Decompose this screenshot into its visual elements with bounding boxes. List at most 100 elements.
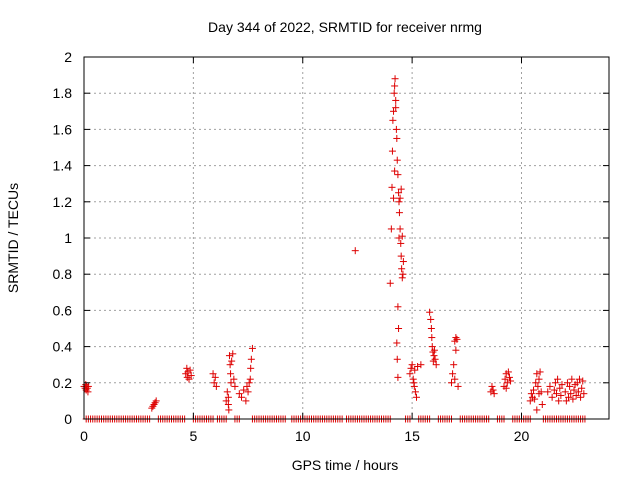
data-point xyxy=(389,116,397,124)
data-point xyxy=(551,379,559,387)
data-point xyxy=(397,239,405,247)
y-tick-label: 0.8 xyxy=(53,266,73,282)
data-point xyxy=(390,107,398,115)
data-point xyxy=(228,357,236,365)
data-point xyxy=(396,194,404,202)
data-point xyxy=(449,370,457,378)
data-point xyxy=(554,375,562,383)
data-point xyxy=(212,382,220,390)
data-point xyxy=(502,384,510,392)
data-point xyxy=(392,125,400,133)
data-point xyxy=(227,379,235,387)
data-point xyxy=(243,382,251,390)
data-point xyxy=(399,270,407,278)
data-point xyxy=(546,382,554,390)
data-point xyxy=(224,393,232,401)
data-point xyxy=(556,384,564,392)
data-point xyxy=(526,397,534,405)
data-point xyxy=(222,397,230,405)
data-point xyxy=(558,381,566,389)
data-point xyxy=(231,382,239,390)
data-point xyxy=(398,265,406,273)
data-point xyxy=(393,355,401,363)
data-point xyxy=(397,252,405,260)
data-point xyxy=(427,315,435,323)
chart-title: Day 344 of 2022, SRMTID for receiver nrm… xyxy=(208,19,482,35)
data-point xyxy=(409,375,417,383)
data-point xyxy=(562,397,570,405)
data-point xyxy=(538,401,546,409)
data-point xyxy=(148,404,156,412)
data-point xyxy=(453,335,461,343)
data-point xyxy=(417,361,425,369)
data-point xyxy=(397,185,405,193)
y-tick-label: 1.8 xyxy=(53,85,73,101)
data-point xyxy=(395,234,403,242)
data-point xyxy=(225,406,233,414)
data-point xyxy=(247,364,255,372)
data-point xyxy=(187,372,195,380)
data-point xyxy=(568,375,576,383)
data-point xyxy=(240,386,248,394)
data-point xyxy=(391,167,399,175)
data-point xyxy=(394,171,402,179)
data-point xyxy=(183,373,191,381)
data-point xyxy=(531,395,539,403)
y-tick-label: 1.4 xyxy=(53,158,73,174)
data-point xyxy=(428,343,436,351)
data-point xyxy=(185,375,193,383)
data-point xyxy=(557,391,565,399)
data-point xyxy=(391,82,399,90)
data-point xyxy=(535,390,543,398)
y-tick-label: 0.2 xyxy=(53,375,73,391)
data-point xyxy=(84,382,92,390)
data-point xyxy=(388,147,396,155)
data-point xyxy=(503,379,511,387)
data-point xyxy=(242,397,250,405)
data-point xyxy=(247,355,255,363)
data-point xyxy=(211,373,219,381)
data-point xyxy=(229,350,237,358)
data-point xyxy=(390,89,398,97)
data-point xyxy=(565,393,573,401)
data-point xyxy=(533,406,541,414)
data-point xyxy=(392,96,400,104)
data-point xyxy=(505,373,513,381)
data-point xyxy=(152,397,160,405)
data-point xyxy=(395,198,403,206)
data-point xyxy=(407,364,415,372)
data-point xyxy=(398,274,406,282)
data-point xyxy=(410,379,418,387)
data-point xyxy=(388,183,396,191)
data-point xyxy=(530,386,538,394)
data-point xyxy=(577,393,585,401)
data-point xyxy=(451,375,459,383)
data-point xyxy=(567,390,575,398)
data-point xyxy=(432,361,440,369)
data-point xyxy=(83,384,91,392)
y-tick-label: 0 xyxy=(64,411,72,427)
data-point xyxy=(574,388,582,396)
data-point xyxy=(395,189,403,197)
data-point xyxy=(507,377,515,385)
data-point xyxy=(563,379,571,387)
data-point xyxy=(452,334,460,342)
data-point xyxy=(429,357,437,365)
data-point xyxy=(399,258,407,266)
data-point xyxy=(431,355,439,363)
data-point xyxy=(544,388,552,396)
data-point xyxy=(413,393,420,401)
data-point xyxy=(223,388,231,396)
data-point xyxy=(246,375,254,383)
y-tick-label: 1 xyxy=(64,230,72,246)
data-point xyxy=(448,379,455,387)
data-point xyxy=(570,386,578,394)
data-point xyxy=(555,397,563,405)
y-axis-label: SRMTID / TECUs xyxy=(5,183,21,293)
data-point xyxy=(395,209,403,217)
data-point xyxy=(504,368,512,376)
data-point xyxy=(580,390,588,398)
data-point xyxy=(548,393,556,401)
y-tick-label: 1.2 xyxy=(53,194,73,210)
data-point xyxy=(527,390,535,398)
